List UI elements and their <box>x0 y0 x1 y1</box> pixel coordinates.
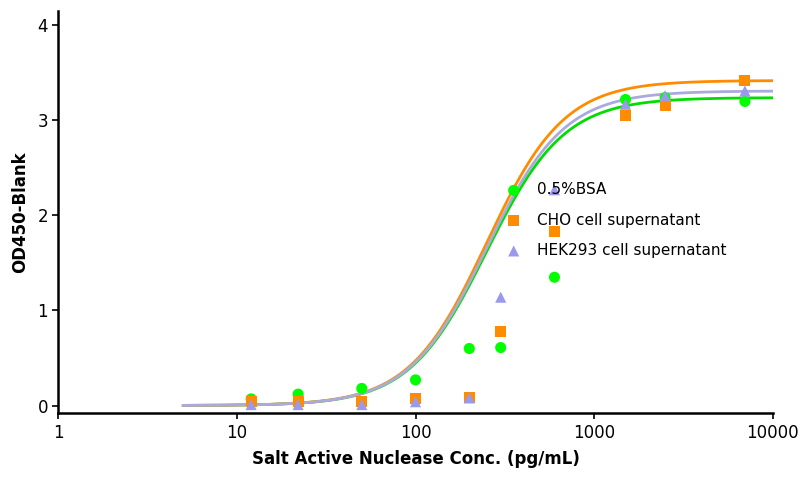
CHO cell supernatant <box>245 398 258 406</box>
CHO cell supernatant <box>739 77 752 84</box>
CHO cell supernatant <box>409 395 422 403</box>
0.5%BSA <box>494 344 507 352</box>
0.5%BSA <box>619 96 632 103</box>
Legend: 0.5%BSA, CHO cell supernatant, HEK293 cell supernatant: 0.5%BSA, CHO cell supernatant, HEK293 ce… <box>495 175 735 265</box>
CHO cell supernatant <box>463 394 475 402</box>
X-axis label: Salt Active Nuclease Conc. (pg/mL): Salt Active Nuclease Conc. (pg/mL) <box>252 450 579 468</box>
0.5%BSA <box>463 345 475 353</box>
HEK293 cell supernatant <box>292 401 305 409</box>
0.5%BSA <box>292 390 305 398</box>
HEK293 cell supernatant <box>739 87 752 95</box>
HEK293 cell supernatant <box>494 293 507 301</box>
0.5%BSA <box>356 385 369 392</box>
0.5%BSA <box>739 98 752 105</box>
CHO cell supernatant <box>292 398 305 406</box>
HEK293 cell supernatant <box>463 394 475 402</box>
0.5%BSA <box>659 94 671 102</box>
HEK293 cell supernatant <box>409 398 422 406</box>
HEK293 cell supernatant <box>356 401 369 409</box>
HEK293 cell supernatant <box>619 101 632 108</box>
CHO cell supernatant <box>659 102 671 109</box>
0.5%BSA <box>409 376 422 384</box>
Y-axis label: OD450-Blank: OD450-Blank <box>11 151 29 273</box>
CHO cell supernatant <box>619 112 632 119</box>
CHO cell supernatant <box>548 228 561 236</box>
HEK293 cell supernatant <box>245 401 258 409</box>
HEK293 cell supernatant <box>659 92 671 100</box>
CHO cell supernatant <box>356 398 369 406</box>
0.5%BSA <box>548 274 561 281</box>
0.5%BSA <box>245 395 258 403</box>
CHO cell supernatant <box>494 328 507 335</box>
HEK293 cell supernatant <box>548 186 561 194</box>
